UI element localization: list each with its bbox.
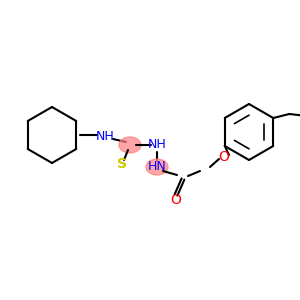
Text: O: O bbox=[171, 193, 182, 207]
Text: NH: NH bbox=[148, 139, 166, 152]
Ellipse shape bbox=[146, 159, 168, 175]
Text: NH: NH bbox=[96, 130, 114, 143]
Ellipse shape bbox=[119, 137, 141, 153]
Text: S: S bbox=[117, 157, 127, 171]
Text: O: O bbox=[219, 150, 230, 164]
Text: HN: HN bbox=[148, 160, 166, 173]
